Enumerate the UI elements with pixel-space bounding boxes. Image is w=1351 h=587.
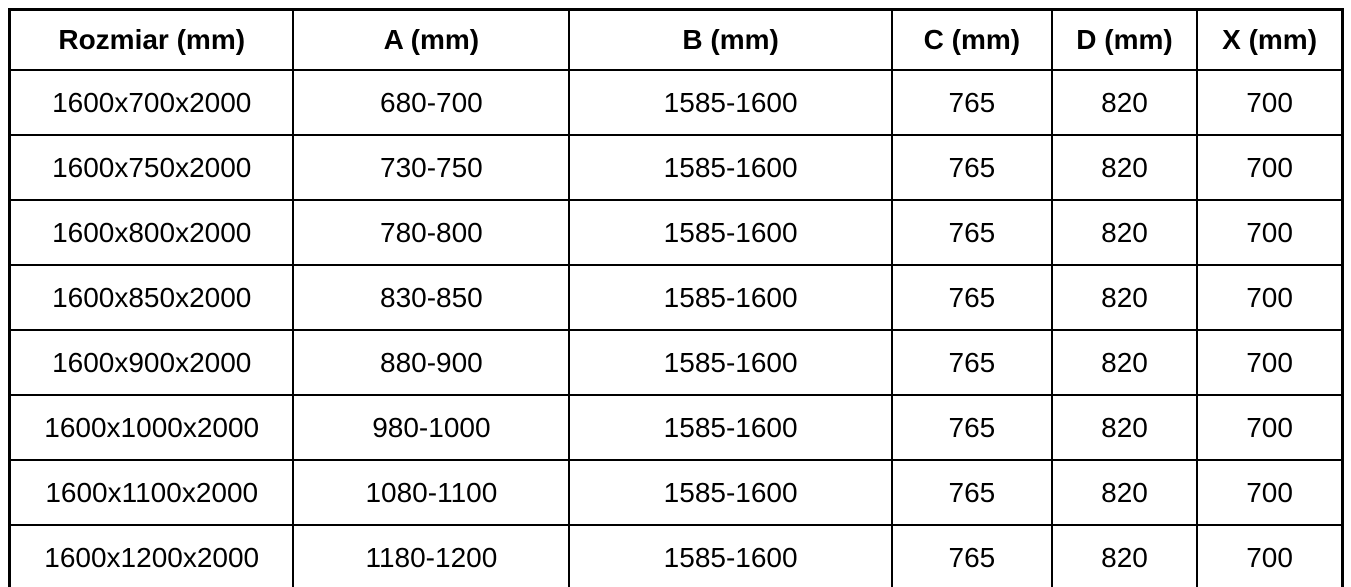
cell-b: 1585-1600 [568, 264, 893, 331]
column-header-d: D (mm) [1050, 8, 1199, 71]
cell-a: 680-700 [292, 69, 571, 136]
column-header-x: X (mm) [1196, 8, 1344, 71]
cell-d: 820 [1050, 264, 1199, 331]
table-row: 1600x800x2000 780-800 1585-1600 765 820 700 [8, 199, 1344, 266]
cell-b: 1585-1600 [568, 69, 893, 136]
column-header-a: A (mm) [292, 8, 571, 71]
cell-c: 765 [890, 329, 1053, 396]
cell-rozmiar: 1600x800x2000 [8, 199, 295, 266]
column-header-c: C (mm) [890, 8, 1053, 71]
header-row: Rozmiar (mm) A (mm) B (mm) C (mm) D (mm) X (m… [8, 8, 1344, 71]
cell-d: 820 [1050, 134, 1199, 201]
table-row: 1600x900x2000 880-900 1585-1600 765 820 700 [8, 329, 1344, 396]
cell-rozmiar: 1600x1100x2000 [8, 459, 295, 526]
cell-x: 700 [1196, 394, 1344, 461]
cell-c: 765 [890, 69, 1053, 136]
cell-d: 820 [1050, 394, 1199, 461]
cell-a: 730-750 [292, 134, 571, 201]
cell-a: 830-850 [292, 264, 571, 331]
column-header-b: B (mm) [568, 8, 893, 71]
cell-x: 700 [1196, 69, 1344, 136]
cell-rozmiar: 1600x850x2000 [8, 264, 295, 331]
table-row: 1600x1200x2000 1180-1200 1585-1600 765 820 70… [8, 524, 1344, 587]
cell-rozmiar: 1600x700x2000 [8, 69, 295, 136]
cell-d: 820 [1050, 459, 1199, 526]
cell-c: 765 [890, 264, 1053, 331]
cell-x: 700 [1196, 524, 1344, 587]
cell-a: 1080-1100 [292, 459, 571, 526]
cell-c: 765 [890, 394, 1053, 461]
cell-d: 820 [1050, 329, 1199, 396]
cell-x: 700 [1196, 264, 1344, 331]
table-row: 1600x1000x2000 980-1000 1585-1600 765 820 700 [8, 394, 1344, 461]
cell-d: 820 [1050, 69, 1199, 136]
cell-c: 765 [890, 524, 1053, 587]
cell-b: 1585-1600 [568, 394, 893, 461]
cell-b: 1585-1600 [568, 524, 893, 587]
cell-rozmiar: 1600x1200x2000 [8, 524, 295, 587]
cell-a: 880-900 [292, 329, 571, 396]
cell-c: 765 [890, 134, 1053, 201]
cell-x: 700 [1196, 329, 1344, 396]
cell-b: 1585-1600 [568, 199, 893, 266]
table-row: 1600x700x2000 680-700 1585-1600 765 820 700 [8, 69, 1344, 136]
cell-x: 700 [1196, 459, 1344, 526]
cell-c: 765 [890, 199, 1053, 266]
cell-b: 1585-1600 [568, 329, 893, 396]
column-header-rozmiar: Rozmiar (mm) [8, 8, 295, 71]
table-row: 1600x850x2000 830-850 1585-1600 765 820 700 [8, 264, 1344, 331]
cell-d: 820 [1050, 199, 1199, 266]
cell-rozmiar: 1600x750x2000 [8, 134, 295, 201]
cell-c: 765 [890, 459, 1053, 526]
cell-a: 780-800 [292, 199, 571, 266]
table-row: 1600x1100x2000 1080-1100 1585-1600 765 820 70… [8, 459, 1344, 526]
cell-b: 1585-1600 [568, 459, 893, 526]
table-row: 1600x750x2000 730-750 1585-1600 765 820 700 [8, 134, 1344, 201]
cell-x: 700 [1196, 134, 1344, 201]
cell-a: 1180-1200 [292, 524, 571, 587]
cell-x: 700 [1196, 199, 1344, 266]
table-body: 1600x700x2000 680-700 1585-1600 765 820 700 16… [8, 69, 1344, 587]
table-header: Rozmiar (mm) A (mm) B (mm) C (mm) D (mm) X (m… [8, 8, 1344, 71]
size-specification-table: Rozmiar (mm) A (mm) B (mm) C (mm) D (mm) X (m… [8, 8, 1344, 587]
cell-a: 980-1000 [292, 394, 571, 461]
cell-b: 1585-1600 [568, 134, 893, 201]
cell-rozmiar: 1600x1000x2000 [8, 394, 295, 461]
cell-d: 820 [1050, 524, 1199, 587]
cell-rozmiar: 1600x900x2000 [8, 329, 295, 396]
